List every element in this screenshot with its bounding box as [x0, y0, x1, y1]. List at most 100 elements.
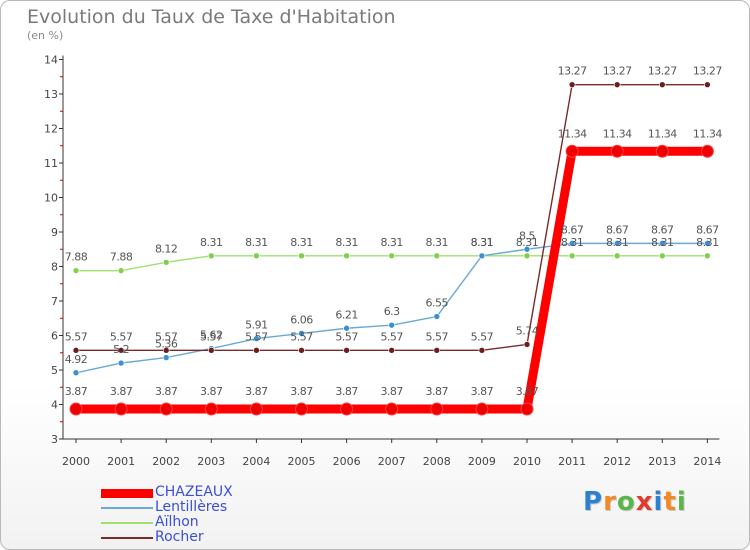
- x-tick-label: 2013: [648, 455, 676, 468]
- legend-swatch: [101, 507, 153, 509]
- data-point: [295, 402, 308, 416]
- y-tick-label: 9: [51, 226, 58, 239]
- chart-unit-label: (en %): [27, 29, 64, 42]
- data-point: [114, 402, 128, 416]
- data-label: 5.36: [155, 338, 178, 351]
- data-label: 5.57: [200, 330, 223, 343]
- data-label: 5.57: [471, 330, 494, 343]
- data-point: [72, 267, 80, 274]
- data-label: 5.74: [516, 324, 539, 337]
- y-tick-label: 10: [44, 192, 58, 205]
- data-label: 3.87: [290, 385, 313, 398]
- data-label: 5.57: [290, 330, 313, 343]
- data-point: [385, 402, 399, 416]
- data-point: [162, 347, 170, 354]
- data-point: [613, 240, 621, 247]
- chart-title: Evolution du Taux de Taxe d'Habitation: [27, 6, 396, 28]
- logo-letter: r: [603, 487, 617, 517]
- data-label: 8.31: [380, 236, 403, 249]
- data-point: [117, 347, 125, 354]
- data-point: [658, 81, 666, 88]
- data-label: 5.57: [245, 330, 268, 343]
- x-tick-label: 2007: [378, 455, 406, 468]
- data-point: [253, 252, 260, 260]
- data-label: 6.06: [290, 313, 313, 326]
- data-point: [568, 252, 576, 260]
- data-label: 5.57: [380, 330, 403, 343]
- data-label: 8.31: [290, 236, 313, 249]
- data-label: 13.27: [603, 65, 632, 78]
- data-point: [298, 330, 305, 337]
- data-point: [433, 252, 441, 260]
- x-tick-label: 2000: [62, 455, 90, 468]
- data-point: [159, 402, 173, 416]
- y-tick-label: 12: [44, 123, 58, 136]
- data-point: [523, 252, 531, 260]
- series-line-chazeaux: [76, 146, 708, 414]
- legend-label: Rocher: [155, 529, 204, 545]
- data-point: [704, 81, 711, 88]
- y-tick-label: 13: [44, 88, 58, 101]
- data-label: 3.87: [380, 385, 403, 398]
- data-label: 7.88: [110, 251, 133, 264]
- data-point: [658, 240, 666, 247]
- data-point: [208, 252, 215, 260]
- data-point: [704, 252, 711, 260]
- data-label: 3.87: [426, 385, 449, 398]
- data-label: 8.67: [696, 223, 719, 236]
- legend-label: Aïlhon: [155, 514, 199, 530]
- y-tick-label: 3: [51, 433, 58, 446]
- data-point: [117, 359, 125, 367]
- data-point: [613, 252, 621, 260]
- data-label: 5.62: [200, 329, 223, 342]
- data-point: [162, 354, 170, 361]
- legend-swatch: [101, 522, 153, 524]
- x-tick-label: 2003: [197, 455, 225, 468]
- data-label: 11.34: [603, 127, 632, 140]
- data-label: 6.55: [426, 297, 449, 310]
- data-label: 11.34: [693, 127, 722, 140]
- data-label: 5.57: [426, 330, 449, 343]
- logo-letter: i: [653, 487, 664, 517]
- y-tick-label: 7: [51, 295, 58, 308]
- data-point: [478, 252, 486, 260]
- data-label: 8.67: [651, 223, 674, 236]
- data-label: 7.88: [65, 251, 88, 264]
- data-label: 8.31: [471, 236, 494, 249]
- data-label: 11.34: [648, 127, 677, 140]
- legend-label: CHAZEAUX: [155, 484, 233, 500]
- data-label: 8.31: [606, 236, 629, 249]
- data-label: 8.67: [561, 223, 584, 236]
- data-point: [343, 347, 350, 354]
- data-point: [343, 324, 350, 332]
- data-point: [72, 347, 80, 354]
- logo-letter: i: [676, 487, 687, 517]
- data-point: [204, 402, 218, 416]
- x-tick-label: 2012: [603, 455, 631, 468]
- y-tick-label: 14: [44, 54, 58, 67]
- legend-swatch: [101, 537, 153, 539]
- data-point: [700, 144, 714, 158]
- data-point: [430, 402, 444, 416]
- data-point: [433, 313, 441, 320]
- data-point: [253, 335, 260, 342]
- data-point: [565, 144, 579, 158]
- y-tick-label: 4: [51, 399, 58, 412]
- legend-label: Lentillères: [155, 499, 228, 515]
- data-point: [72, 369, 80, 377]
- data-point: [658, 252, 666, 260]
- logo-letter: x: [635, 487, 654, 517]
- data-label: 8.12: [155, 242, 178, 255]
- data-label: 3.87: [110, 385, 133, 398]
- data-point: [117, 267, 125, 274]
- data-label: 5.91: [245, 319, 268, 332]
- x-tick-label: 2010: [513, 455, 541, 468]
- x-tick-label: 2008: [423, 455, 451, 468]
- data-label: 6.3: [384, 305, 400, 318]
- data-label: 8.31: [245, 236, 268, 249]
- data-label: 3.87: [65, 385, 88, 398]
- data-point: [568, 240, 576, 247]
- data-label: 8.31: [426, 236, 449, 249]
